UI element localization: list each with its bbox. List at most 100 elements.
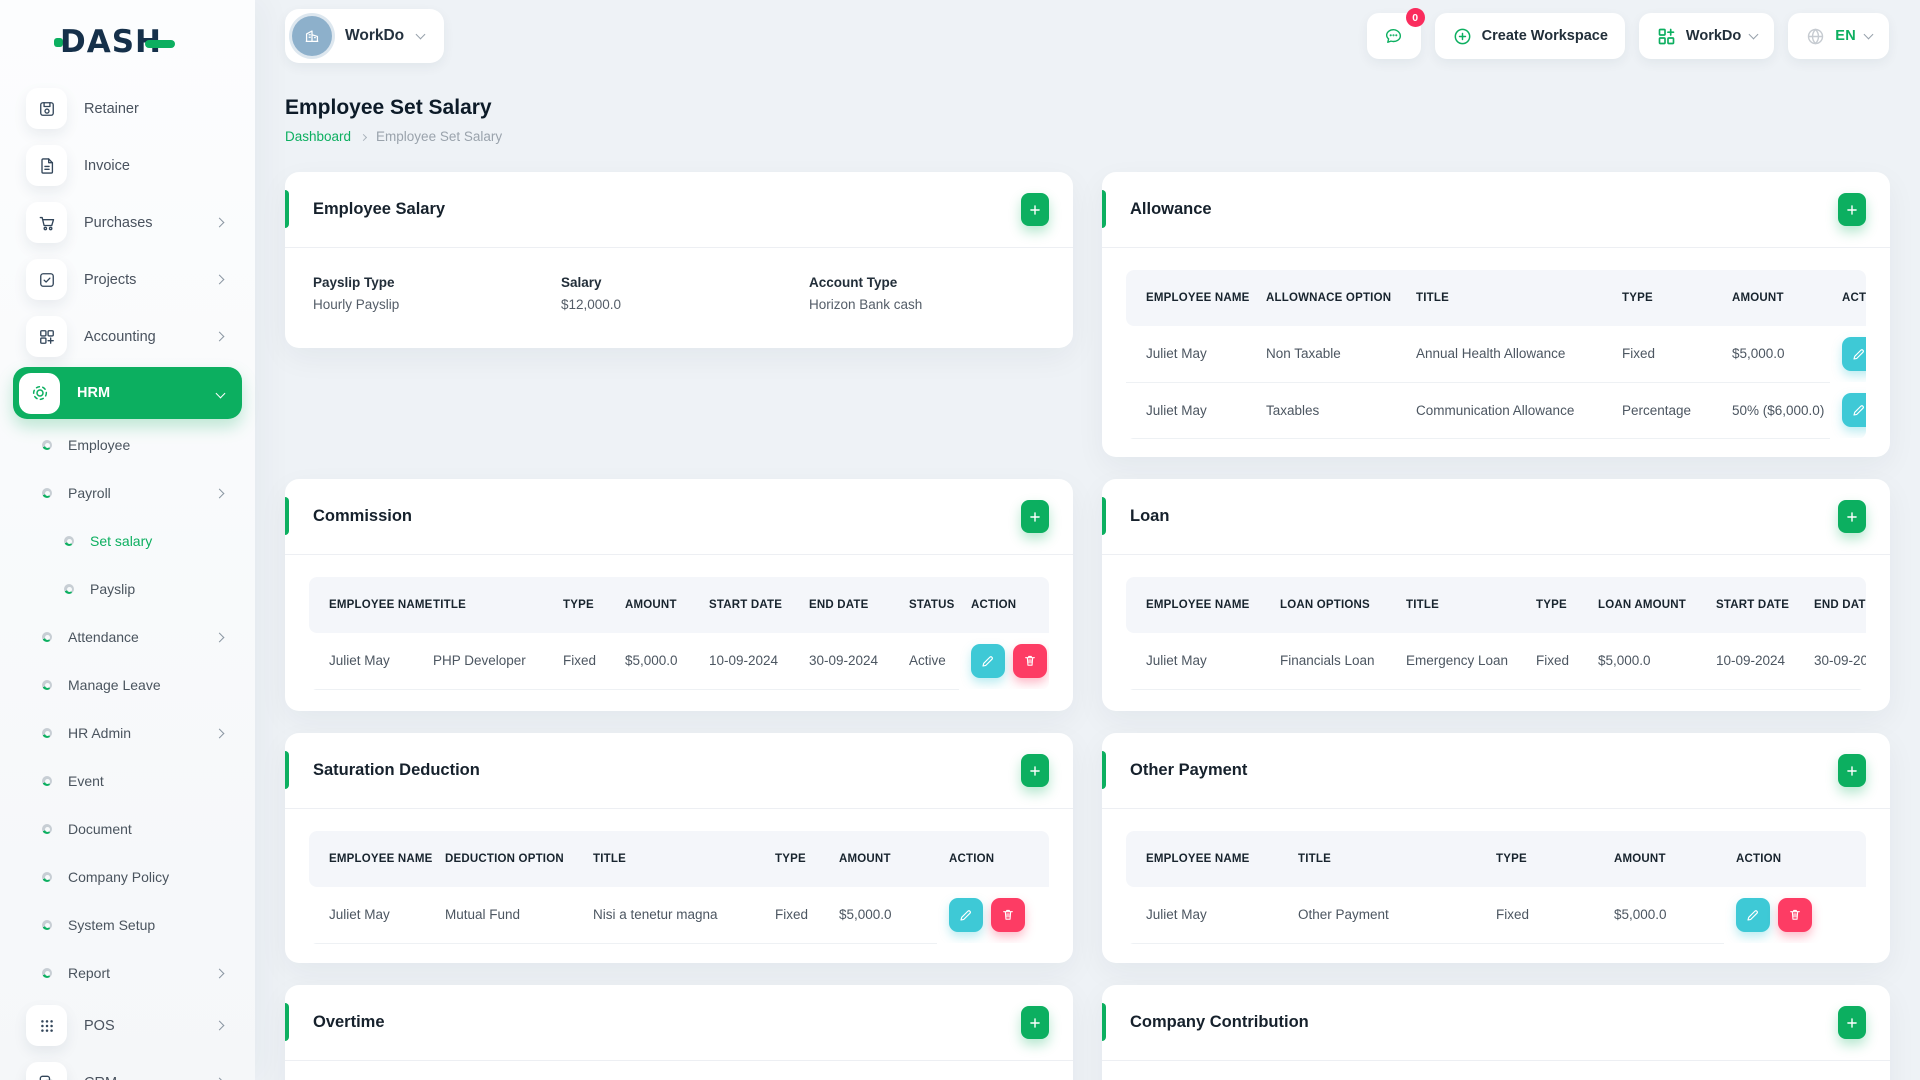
sidebar-item-system-setup[interactable]: System Setup	[0, 901, 255, 949]
sidebar-item-payroll[interactable]: Payroll	[0, 469, 255, 517]
column-header: END DATE	[797, 577, 897, 633]
chat-icon	[1383, 26, 1404, 47]
app-logo[interactable]: DASH	[54, 24, 255, 60]
retainer-icon	[26, 88, 67, 129]
sidebar-item-invoice[interactable]: Invoice	[0, 137, 255, 194]
sidebar-item-event[interactable]: Event	[0, 757, 255, 805]
chevron-down-icon	[215, 388, 226, 398]
column-header: ACTION	[1724, 831, 1866, 887]
table-cell: 30-09-2024	[797, 633, 897, 690]
add-allowance-button[interactable]	[1838, 193, 1866, 226]
column-header: TYPE	[551, 577, 613, 633]
table-header-row: EMPLOYEE NAME ALLOWNACE OPTION TITLE TYPE AM…	[1126, 270, 1866, 326]
saturation-deduction-table: EMPLOYEE NAME DEDUCTION OPTION TITLE TYPE AM…	[309, 831, 1049, 944]
column-header: EMPLOYEE NAME	[309, 577, 432, 633]
sidebar-item-document[interactable]: Document	[0, 805, 255, 853]
chevron-right-icon	[214, 488, 225, 498]
sidebar-item-employee[interactable]: Employee	[0, 421, 255, 469]
sidebar-item-pos[interactable]: POS	[0, 997, 255, 1054]
language-selector[interactable]: EN	[1788, 13, 1889, 59]
sidebar-item-hrm[interactable]: HRM	[13, 367, 242, 419]
breadcrumb-dashboard-link[interactable]: Dashboard	[285, 129, 352, 144]
sidebar-item-hrm-wrap: HRM	[0, 365, 255, 421]
sidebar-item-crm[interactable]: CRM	[0, 1054, 255, 1080]
allowance-card: Allowance EMPLOYEE NAME ALLOWNACE OPTION T…	[1102, 172, 1890, 457]
workspace-avatar-icon	[292, 16, 332, 56]
card-header: Company Contribution	[1102, 985, 1890, 1061]
table-row: Juliet May PHP Developer Fixed $5,000.0 10-0…	[309, 633, 1049, 690]
column-header: LOAN AMOUNT	[1586, 577, 1704, 633]
sidebar-item-set-salary[interactable]: Set salary	[0, 517, 255, 565]
table-cell: Fixed	[763, 887, 827, 944]
sidebar-item-label: HRM	[77, 385, 111, 401]
sidebar-item-label: Payroll	[68, 485, 111, 501]
create-workspace-button[interactable]: Create Workspace	[1434, 13, 1625, 59]
table-header-row: EMPLOYEE NAME DEDUCTION OPTION TITLE TYPE AM…	[309, 831, 1049, 887]
logo-accent-bar	[145, 39, 175, 48]
add-loan-button[interactable]	[1838, 500, 1866, 533]
sidebar-item-accounting[interactable]: Accounting	[0, 308, 255, 365]
sidebar-item-retainer[interactable]: Retainer	[0, 80, 255, 137]
table-cell: Annual Health Allowance	[1404, 326, 1610, 383]
table-cell: Other Payment	[1286, 887, 1484, 944]
commission-card: Commission EMPLOYEE NAME TITLE TYPE AMOUNT S…	[285, 479, 1073, 711]
table-cell: $5,000.0	[1720, 326, 1830, 383]
edit-button[interactable]	[971, 644, 1005, 678]
workspace-selector[interactable]: WorkDo	[285, 9, 445, 63]
sidebar-item-projects[interactable]: Projects	[0, 251, 255, 308]
card-header: Other Payment	[1102, 733, 1890, 809]
table-wrapper: EMPLOYEE NAME ALLOWNACE OPTION TITLE TYPE AM…	[1126, 270, 1866, 439]
column-header: EMPLOYEE NAME	[1126, 577, 1268, 633]
edit-button[interactable]	[1736, 898, 1770, 932]
table-cell: Taxables	[1254, 382, 1404, 439]
language-code: EN	[1835, 28, 1856, 44]
workdo-menu-button[interactable]: WorkDo	[1638, 13, 1775, 59]
other-payment-table: EMPLOYEE NAME TITLE TYPE AMOUNT ACTION Juliet…	[1126, 831, 1866, 944]
sidebar-item-company-policy[interactable]: Company Policy	[0, 853, 255, 901]
card-header: Loan	[1102, 479, 1890, 555]
sidebar-item-manage-leave[interactable]: Manage Leave	[0, 661, 255, 709]
crm-icon	[26, 1062, 67, 1080]
chevron-right-icon	[214, 728, 225, 738]
column-header: TITLE	[1404, 270, 1610, 326]
add-saturation-deduction-button[interactable]	[1021, 754, 1049, 787]
sidebar-item-payslip[interactable]: Payslip	[0, 565, 255, 613]
breadcrumb: Dashboard Employee Set Salary	[285, 129, 1890, 144]
table-cell: Fixed	[1484, 887, 1602, 944]
workdo-menu-label: WorkDo	[1685, 28, 1742, 44]
table-cell: Juliet May	[1126, 382, 1254, 439]
table-row: Juliet May Mutual Fund Nisi a tenetur magn…	[309, 887, 1049, 944]
add-employee-salary-button[interactable]	[1021, 193, 1049, 226]
field-label: Account Type	[809, 275, 898, 290]
column-header: ACTION	[937, 831, 1049, 887]
sidebar-item-attendance[interactable]: Attendance	[0, 613, 255, 661]
add-commission-button[interactable]	[1021, 500, 1049, 533]
add-overtime-button[interactable]	[1021, 1006, 1049, 1039]
add-other-payment-button[interactable]	[1838, 754, 1866, 787]
edit-button[interactable]	[949, 898, 983, 932]
messages-badge: 0	[1405, 8, 1425, 27]
sidebar-item-hr-admin[interactable]: HR Admin	[0, 709, 255, 757]
row-actions	[1830, 326, 1866, 382]
edit-button[interactable]	[1842, 393, 1866, 427]
sidebar-item-report[interactable]: Report	[0, 949, 255, 997]
table-wrapper: EMPLOYEE NAME DEDUCTION OPTION TITLE TYPE AM…	[309, 831, 1049, 944]
card-title: Overtime	[313, 1013, 385, 1031]
breadcrumb-current: Employee Set Salary	[376, 129, 503, 144]
add-company-contribution-button[interactable]	[1838, 1006, 1866, 1039]
delete-button[interactable]	[1778, 898, 1812, 932]
table-cell: 50% ($6,000.0)	[1720, 382, 1830, 439]
company-contribution-card: Company Contribution	[1102, 985, 1890, 1080]
table-cell: Juliet May	[1126, 326, 1254, 383]
sidebar-item-purchases[interactable]: Purchases	[0, 194, 255, 251]
column-header: START DATE	[1704, 577, 1802, 633]
table-cell: 10-09-2024	[1704, 633, 1802, 690]
plus-circle-icon	[1452, 26, 1473, 47]
edit-button[interactable]	[1842, 337, 1866, 371]
messages-button[interactable]: 0	[1366, 8, 1425, 59]
delete-button[interactable]	[991, 898, 1025, 932]
column-header: EMPLOYEE NAME	[1126, 270, 1254, 326]
delete-button[interactable]	[1013, 644, 1047, 678]
projects-icon	[26, 259, 67, 300]
